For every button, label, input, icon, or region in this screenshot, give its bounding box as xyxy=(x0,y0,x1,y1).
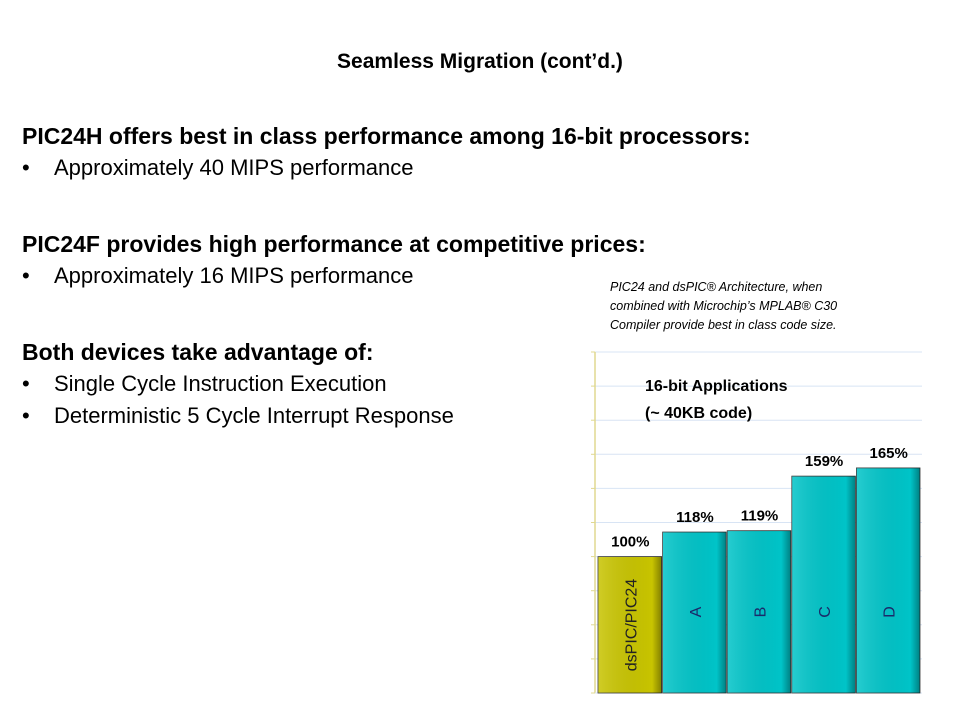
category-label: C xyxy=(817,606,834,618)
chart-annotation: 16-bit Applications xyxy=(645,378,788,395)
category-label: B xyxy=(753,607,770,618)
chart-caption: combined with Microchip’s MPLAB® C30 xyxy=(610,299,837,313)
bullet-list: Single Cycle Instruction ExecutionDeterm… xyxy=(22,368,454,432)
bullet: Single Cycle Instruction Execution xyxy=(22,368,454,400)
category-label: D xyxy=(882,606,899,618)
bar-shade xyxy=(598,556,662,693)
slide-title: Seamless Migration (cont’d.) xyxy=(337,50,623,73)
section-heading: Both devices take advantage of: xyxy=(22,339,374,365)
section: PIC24F provides high performance at comp… xyxy=(22,228,646,292)
bar-shade xyxy=(856,467,920,693)
value-label: 100% xyxy=(611,534,649,551)
value-label: 119% xyxy=(741,508,779,525)
value-label: 165% xyxy=(870,445,908,462)
section-heading: PIC24F provides high performance at comp… xyxy=(22,231,646,257)
bullet: Approximately 16 MIPS performance xyxy=(22,260,646,292)
section: PIC24H offers best in class performance … xyxy=(22,120,751,184)
category-label: A xyxy=(688,606,705,617)
chart-annotation: (~ 40KB code) xyxy=(645,405,752,422)
bullet: Approximately 40 MIPS performance xyxy=(22,152,751,184)
chart-caption: PIC24 and dsPIC® Architecture, when xyxy=(610,280,822,294)
bar-shade xyxy=(791,476,856,693)
value-label: 159% xyxy=(805,453,843,470)
bar-shade xyxy=(662,532,727,693)
bar-shade xyxy=(727,530,791,693)
category-label: dsPIC/PIC24 xyxy=(623,579,640,672)
chart-caption: Compiler provide best in class code size… xyxy=(610,318,837,332)
bullet: Deterministic 5 Cycle Interrupt Response xyxy=(22,400,454,432)
bullet-list: Approximately 16 MIPS performance xyxy=(22,260,646,292)
bullet-list: Approximately 40 MIPS performance xyxy=(22,152,751,184)
section-heading: PIC24H offers best in class performance … xyxy=(22,123,751,149)
value-label: 118% xyxy=(676,509,714,526)
section: Both devices take advantage of: Single Cy… xyxy=(22,336,454,432)
